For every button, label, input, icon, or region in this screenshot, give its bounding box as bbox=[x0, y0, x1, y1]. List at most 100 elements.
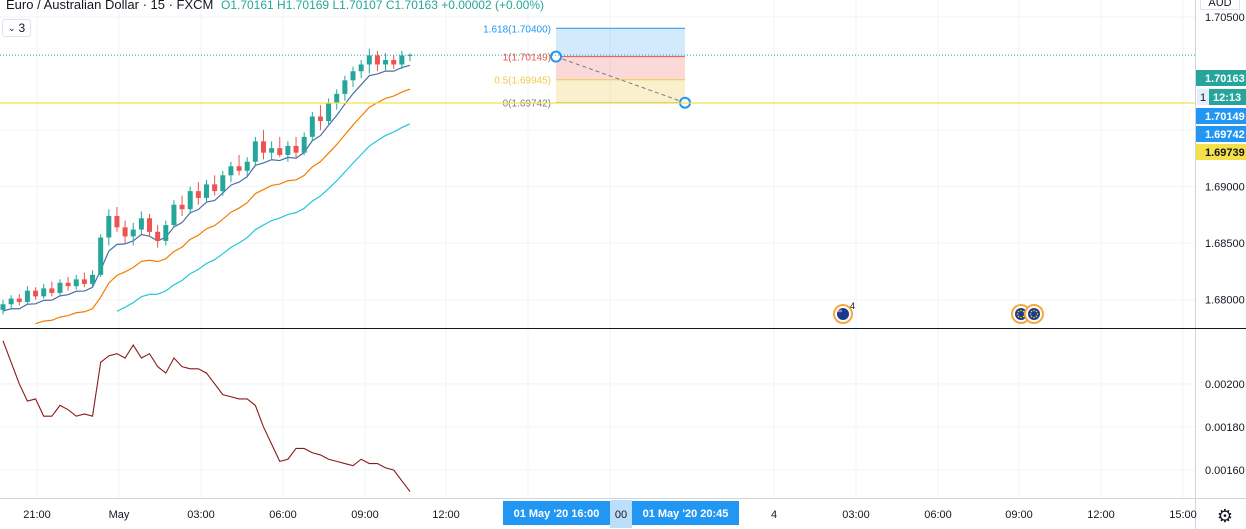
candle-body bbox=[106, 216, 112, 238]
candle-body bbox=[122, 227, 128, 237]
time-tick-label: 4 bbox=[771, 509, 777, 521]
flag-star bbox=[1016, 313, 1019, 315]
flag-star bbox=[1030, 310, 1033, 313]
candle-body bbox=[81, 279, 87, 284]
ema-long-line bbox=[116, 123, 411, 312]
ema-mid-line bbox=[35, 88, 411, 325]
flag-star bbox=[1020, 316, 1022, 319]
time-range-highlight bbox=[610, 500, 632, 528]
fib-level-label: 0.5(1.69945) bbox=[494, 76, 551, 87]
candle-body bbox=[147, 218, 153, 232]
countdown-bg bbox=[1209, 89, 1246, 105]
time-tick-label: May bbox=[109, 509, 130, 521]
candle-body bbox=[350, 71, 356, 81]
fib-level-label: 1.618(1.70400) bbox=[483, 24, 551, 35]
candle-body bbox=[130, 229, 136, 237]
flag-star bbox=[1033, 316, 1035, 319]
fib-zone bbox=[556, 79, 685, 103]
candle-body bbox=[228, 166, 234, 176]
candle-body bbox=[399, 55, 405, 65]
fib-trend-line bbox=[555, 56, 686, 104]
candle-body bbox=[73, 279, 79, 287]
price-tick-label: 1.70500 bbox=[1205, 12, 1245, 24]
osc-tick-label: 0.00160 bbox=[1205, 465, 1245, 477]
candle-body bbox=[24, 290, 30, 302]
time-highlight-label: 01 May '20 16:00 bbox=[514, 508, 600, 520]
candle-body bbox=[236, 166, 242, 171]
candle-body bbox=[293, 145, 299, 153]
candle-body bbox=[195, 191, 201, 198]
candle-body bbox=[326, 102, 332, 122]
countdown-label: 12:13 bbox=[1213, 92, 1241, 104]
gear-icon[interactable]: ⚙ bbox=[1216, 506, 1234, 526]
time-tick-label: 00 bbox=[615, 509, 627, 521]
symbol-title[interactable]: Euro / Australian Dollar · 15 · FXCM bbox=[6, 0, 214, 12]
currency-label[interactable]: AUD bbox=[1200, 0, 1240, 10]
candle-body bbox=[57, 282, 63, 293]
change-value: +0.00002 (+0.00%) bbox=[441, 0, 544, 12]
candle-body bbox=[366, 55, 372, 65]
fib-level-label: 1(1.70149) bbox=[503, 53, 551, 64]
flag-star bbox=[1017, 315, 1020, 318]
time-tick-label: 21:00 bbox=[23, 509, 51, 521]
time-tick-label: 09:00 bbox=[351, 509, 379, 521]
price-label-bg bbox=[1196, 70, 1246, 86]
time-tick-label: 06:00 bbox=[269, 509, 297, 521]
candle-body bbox=[0, 304, 6, 310]
time-tick-label: 06:00 bbox=[924, 509, 952, 521]
time-tick-label: 12:00 bbox=[1087, 509, 1115, 521]
candle-body bbox=[285, 145, 291, 155]
price-label-bg bbox=[1196, 108, 1246, 124]
price-label: 1.69739 bbox=[1205, 147, 1245, 159]
candle-body bbox=[65, 282, 71, 287]
candle-body bbox=[391, 59, 397, 65]
time-highlight-bg bbox=[632, 501, 739, 525]
candle-body bbox=[90, 274, 96, 284]
candle-body bbox=[187, 191, 193, 210]
candle-body bbox=[138, 218, 144, 230]
fib-level-label: 0(1.69742) bbox=[503, 99, 551, 110]
close-value: C1.70163 bbox=[385, 0, 438, 12]
price-tick-label: 1.69000 bbox=[1205, 182, 1245, 194]
candle-body bbox=[374, 55, 380, 65]
indicator-count: 3 bbox=[18, 21, 26, 35]
time-tick-label: 03:00 bbox=[187, 509, 215, 521]
candle-body bbox=[269, 148, 275, 153]
open-value: O1.70161 bbox=[220, 0, 274, 12]
indicators-collapse-button[interactable]: ⌄ 3 bbox=[2, 19, 32, 37]
time-highlight-label: 01 May '20 20:45 bbox=[643, 508, 729, 520]
flag-star bbox=[1017, 310, 1020, 313]
candle-body bbox=[114, 216, 120, 228]
price-label-bg bbox=[1196, 126, 1246, 142]
candle-body bbox=[33, 290, 39, 297]
symbol-legend: Euro / Australian Dollar · 15 · FXCM O1.… bbox=[6, 0, 544, 12]
candle-body bbox=[309, 116, 315, 137]
candle-body bbox=[407, 55, 413, 57]
candle-body bbox=[301, 136, 307, 153]
price-label: 1.69742 bbox=[1205, 129, 1245, 141]
oscillator-line bbox=[2, 340, 411, 492]
candle-body bbox=[212, 184, 218, 192]
flag-star bbox=[1020, 309, 1022, 312]
event-count: 4 bbox=[850, 301, 855, 311]
chevron-down-icon: ⌄ bbox=[8, 22, 16, 33]
osc-tick-label: 0.00200 bbox=[1205, 379, 1245, 391]
fib-zone bbox=[556, 56, 685, 80]
price-label: 1.70163 bbox=[1205, 73, 1245, 85]
candle-body bbox=[342, 80, 348, 94]
countdown-prefix-bg bbox=[1197, 89, 1209, 105]
time-tick-label: 12:00 bbox=[432, 509, 460, 521]
candle-body bbox=[49, 288, 55, 293]
osc-tick-label: 0.00180 bbox=[1205, 422, 1245, 434]
candle-body bbox=[155, 231, 161, 241]
time-tick-label: 09:00 bbox=[1005, 509, 1033, 521]
time-highlight-bg bbox=[503, 501, 610, 525]
australia-flag-icon[interactable]: 4 bbox=[833, 301, 855, 324]
fib-handle-start[interactable] bbox=[550, 50, 562, 63]
candle-body bbox=[179, 204, 185, 210]
flag-star bbox=[1035, 310, 1038, 313]
candle-body bbox=[244, 161, 250, 171]
flag-star bbox=[1033, 309, 1035, 312]
eu-flag-icon[interactable] bbox=[1024, 304, 1044, 324]
